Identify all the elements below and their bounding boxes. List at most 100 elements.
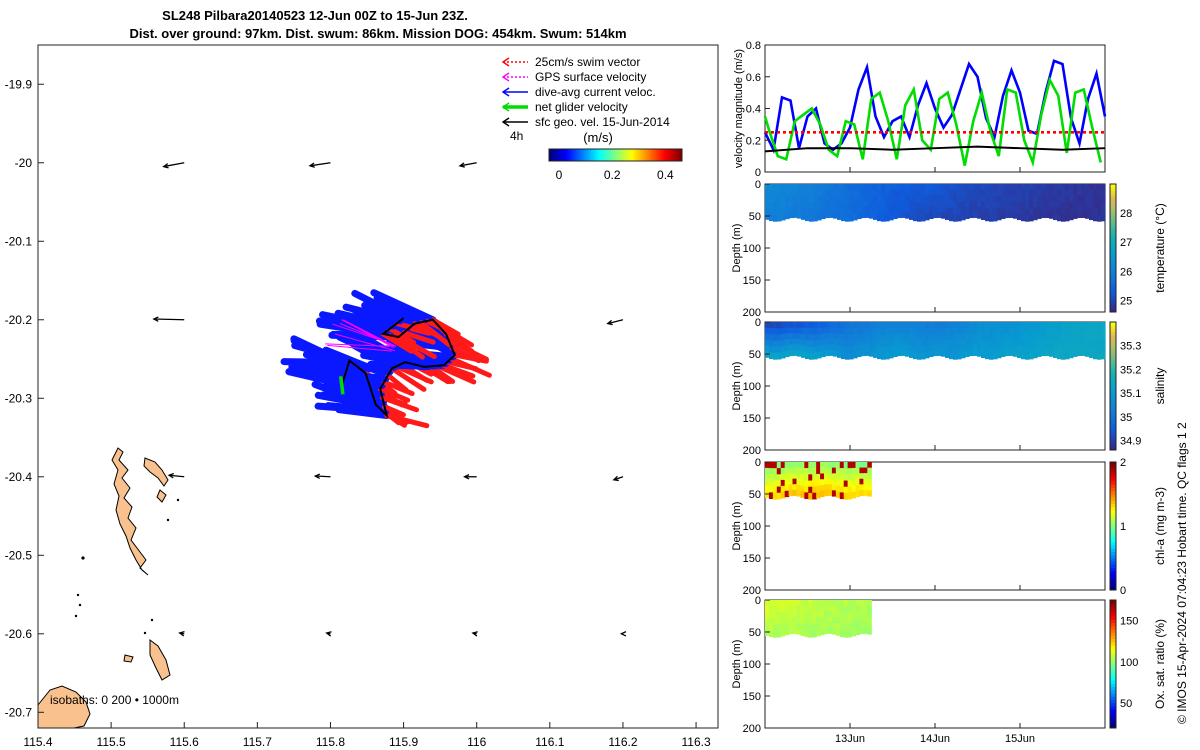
section-cell xyxy=(780,467,786,475)
section-cell xyxy=(857,195,862,202)
section-cell xyxy=(813,346,818,354)
section-colorbar-segment xyxy=(1110,219,1116,223)
section-cell xyxy=(768,630,774,638)
section-cell xyxy=(869,344,874,351)
section-colorbar-tick-label: 25 xyxy=(1120,295,1132,307)
colorbar-segment xyxy=(588,149,592,161)
section-cell xyxy=(1089,345,1094,353)
section-cell xyxy=(768,600,774,607)
section-cell xyxy=(1029,190,1034,197)
section-cell xyxy=(933,333,938,340)
section-cell xyxy=(917,208,922,216)
section-cell xyxy=(800,473,805,481)
section-cell xyxy=(985,352,990,360)
section-cell xyxy=(937,211,942,218)
copyright-note: © IMOS 15-Apr-2024 07:04:23 Hobart time.… xyxy=(1175,422,1189,724)
section-cell xyxy=(849,214,854,222)
section-cell xyxy=(1029,352,1034,360)
section-colorbar-segment xyxy=(1110,257,1116,262)
section-colorbar-segment xyxy=(1110,235,1116,239)
section-cell xyxy=(1085,327,1090,334)
section-cell xyxy=(953,340,958,348)
section-cell xyxy=(985,328,990,335)
geo-velocity-arrow-head xyxy=(308,162,315,168)
section-cell xyxy=(1085,201,1090,208)
section-cell xyxy=(821,333,826,340)
section-cell xyxy=(929,201,934,208)
colorbar-segment xyxy=(637,149,641,161)
section-cell xyxy=(1073,195,1078,202)
section-cell xyxy=(953,202,958,210)
section-cell xyxy=(1077,206,1082,213)
colorbar-segment xyxy=(615,149,619,161)
section-cell xyxy=(820,605,825,613)
section-cell xyxy=(1065,322,1070,329)
figure-title-line2: Dist. over ground: 97km. Dist. swum: 86k… xyxy=(129,26,626,41)
section-cell xyxy=(851,617,857,625)
section-cell xyxy=(1045,327,1050,334)
section-cell xyxy=(793,349,798,356)
section-cell xyxy=(808,462,813,469)
section-colorbar-segment xyxy=(1110,529,1116,533)
section-cell xyxy=(773,346,778,354)
section-cell xyxy=(845,340,850,348)
section-cell xyxy=(1065,334,1070,341)
section-cell xyxy=(1097,184,1102,191)
section-cell xyxy=(829,206,834,213)
section-cell xyxy=(981,333,986,341)
colorbar-segment xyxy=(560,149,563,161)
section-cell xyxy=(765,213,770,220)
section-cell xyxy=(897,195,902,202)
section-cell xyxy=(921,184,926,191)
section-cell xyxy=(1057,328,1062,335)
legend-label: net glider velocity xyxy=(535,100,628,114)
section-cell xyxy=(877,184,882,191)
section-cell xyxy=(1005,200,1010,207)
section-cell xyxy=(1033,322,1038,329)
time-tick-label: 15Jun xyxy=(1005,733,1035,745)
section-cell xyxy=(831,605,837,612)
section-cell xyxy=(839,618,845,625)
section-cell xyxy=(853,345,858,353)
section-cell xyxy=(1025,346,1030,354)
section-colorbar-segment xyxy=(1110,500,1116,505)
section-cell xyxy=(885,322,890,329)
section-cell xyxy=(768,492,774,500)
section-cell xyxy=(772,462,778,469)
section-cell xyxy=(877,322,882,329)
section-cell xyxy=(765,333,770,341)
section-cell xyxy=(977,322,982,329)
section-cell xyxy=(796,467,802,474)
section-cell xyxy=(965,195,970,202)
section-cell xyxy=(1073,206,1078,214)
section-cell xyxy=(1017,189,1022,197)
section-cell xyxy=(933,349,938,357)
section-cell xyxy=(1001,344,1006,352)
section-cell xyxy=(913,190,918,197)
section-cell xyxy=(893,184,898,191)
section-cell xyxy=(817,184,822,191)
section-cell xyxy=(796,473,802,480)
geo-velocity-arrow-head xyxy=(612,475,619,482)
section-cell xyxy=(893,350,898,358)
section-cell xyxy=(785,201,790,208)
section-cell xyxy=(789,189,794,196)
section-cell xyxy=(833,184,838,191)
section-colorbar-segment xyxy=(1110,212,1116,217)
section-cell xyxy=(765,195,770,203)
section-cell xyxy=(881,334,886,342)
section-colorbar-segment xyxy=(1110,344,1116,349)
section-cell xyxy=(843,468,849,475)
glider-track xyxy=(338,317,456,419)
section-cell xyxy=(1069,322,1074,329)
section-cell xyxy=(789,200,794,207)
section-cell xyxy=(1077,338,1082,345)
section-cell xyxy=(812,480,817,488)
section-cell xyxy=(772,480,778,488)
section-cell xyxy=(1037,339,1042,346)
section-cell xyxy=(837,345,842,352)
section-cell xyxy=(1013,184,1018,191)
section-cell xyxy=(905,195,910,202)
section-colorbar-segment xyxy=(1110,606,1116,611)
